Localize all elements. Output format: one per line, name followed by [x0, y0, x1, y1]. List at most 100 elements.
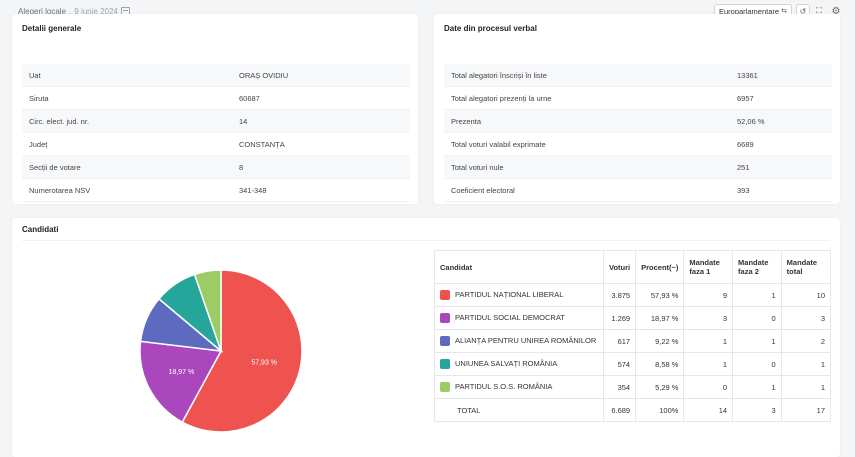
kv-key: Numerotarea NSV [29, 185, 91, 195]
general-details-title: Detalii generale [22, 24, 82, 33]
divider [22, 240, 830, 241]
party-color-swatch [440, 290, 450, 300]
gear-icon: ⚙ [831, 5, 841, 17]
cell-mt: 10 [780, 283, 832, 307]
cell-votes: 354 [602, 375, 637, 399]
candidate-name-wrap: PARTIDUL S.O.S. ROMÂNIA [440, 382, 598, 392]
cell-votes: 617 [602, 329, 637, 353]
header-mandates-phase2[interactable]: Mandate faza 2 [732, 250, 782, 284]
kv-row: Total alegatori prezenți la urne 6957 [444, 87, 832, 110]
swap-icon: ⇆ [781, 8, 787, 15]
breadcrumb-title: Alegeri locale [18, 7, 67, 16]
table-row[interactable]: PARTIDUL NAȚIONAL LIBERAL 3.875 57,93 % 9 1 1… [434, 283, 832, 307]
cell-m1: 0 [683, 375, 734, 399]
kv-key: Coeficient electoral [451, 185, 515, 195]
kv-row: Total voturi valabil exprimate 6689 [444, 133, 832, 156]
total-m2: 3 [732, 398, 782, 422]
cell-total-label: TOTAL [434, 398, 604, 422]
kv-value: 8 [239, 162, 244, 172]
kv-key: Secții de votare [29, 162, 81, 172]
table-row[interactable]: UNIUNEA SALVAȚI ROMÂNIA 574 8,58 % 1 0 1 [434, 352, 832, 376]
kv-value: 6957 [737, 93, 754, 103]
party-color-swatch [440, 336, 450, 346]
kv-key: Prezenta [451, 116, 482, 126]
verbal-process-card: Date din procesul verbal Total alegatori… [434, 14, 840, 204]
fullscreen-button[interactable]: ⛶ [812, 4, 826, 18]
table-row[interactable]: ALIANȚA PENTRU UNIREA ROMÂNILOR 617 9,22 %… [434, 329, 832, 353]
cell-mt: 3 [780, 306, 832, 330]
cell-m2: 1 [732, 283, 782, 307]
total-mt: 17 [780, 398, 832, 422]
cell-mt: 1 [780, 352, 832, 376]
total-row: TOTAL 6.689 100% 14 3 17 [434, 398, 832, 422]
cell-m1: 1 [683, 329, 734, 353]
kv-row: Total voturi nule 251 [444, 156, 832, 179]
kv-value: 60687 [239, 93, 260, 103]
table-row[interactable]: PARTIDUL S.O.S. ROMÂNIA 354 5,29 % 0 1 1 [434, 375, 832, 399]
kv-key: Circ. elect. jud. nr. [29, 116, 90, 126]
cell-percent: 9,22 % [635, 329, 685, 353]
party-color-swatch [440, 313, 450, 323]
kv-row: Siruta 60687 [22, 87, 410, 110]
candidate-name-wrap: ALIANȚA PENTRU UNIREA ROMÂNILOR [440, 336, 598, 346]
cell-candidate: PARTIDUL SOCIAL DEMOCRAT [434, 306, 604, 330]
kv-value: 341-348 [239, 185, 267, 195]
kv-value: 52,06 % [737, 116, 765, 126]
verbal-process-title: Date din procesul verbal [444, 24, 537, 33]
kv-value: 14 [239, 116, 248, 126]
cell-mt: 1 [780, 375, 832, 399]
kv-key: Județ [29, 139, 48, 149]
cell-percent: 57,93 % [635, 283, 685, 307]
kv-row: Județ CONSTANȚA [22, 133, 410, 156]
cell-m2: 0 [732, 306, 782, 330]
kv-row: Numerotarea NSV 341-348 [22, 179, 410, 202]
table-row[interactable]: PARTIDUL SOCIAL DEMOCRAT 1.269 18,97 % 3 0 3 [434, 306, 832, 330]
header-votes[interactable]: Voturi [602, 250, 637, 284]
cell-m1: 9 [683, 283, 734, 307]
header-candidate[interactable]: Candidat [434, 250, 604, 284]
pie-slice[interactable] [139, 340, 223, 424]
general-details-table: Uat ORAȘ OVIDIU Siruta 60687 Circ. elect. ju… [22, 64, 410, 202]
kv-value: 6689 [737, 139, 754, 149]
cell-m1: 3 [683, 306, 734, 330]
votes-pie-chart: 57,93 % 18,97 % [139, 269, 303, 433]
candidate-name-wrap: UNIUNEA SALVAȚI ROMÂNIA [440, 359, 598, 369]
kv-row: Uat ORAȘ OVIDIU [22, 64, 410, 87]
kv-key: Siruta [29, 93, 49, 103]
kv-key: Uat [29, 70, 41, 80]
kv-value: 13361 [737, 70, 758, 80]
cell-percent: 8,58 % [635, 352, 685, 376]
candidates-table-body: PARTIDUL NAȚIONAL LIBERAL 3.875 57,93 % 9 1 1… [434, 283, 832, 422]
pie-slice[interactable] [181, 269, 303, 433]
header-mandates-total[interactable]: Mandate total [780, 250, 832, 284]
party-color-swatch [440, 382, 450, 392]
total-m1: 14 [683, 398, 734, 422]
candidates-table: Candidat Voturi Procent(~) Mandate faza … [434, 250, 832, 422]
kv-row: Prezenta 52,06 % [444, 110, 832, 133]
kv-value: 251 [737, 162, 750, 172]
candidate-name: UNIUNEA SALVAȚI ROMÂNIA [455, 358, 558, 368]
pie-slice-label: 18,97 % [169, 369, 195, 376]
kv-row: Secții de votare 8 [22, 156, 410, 179]
cell-candidate: PARTIDUL S.O.S. ROMÂNIA [434, 375, 604, 399]
header-mandates-phase1[interactable]: Mandate faza 1 [683, 250, 734, 284]
settings-button[interactable]: ⚙ [830, 4, 842, 18]
total-label: TOTAL [457, 405, 481, 415]
party-color-swatch [440, 359, 450, 369]
fullscreen-icon: ⛶ [816, 6, 822, 15]
candidate-name-wrap: PARTIDUL NAȚIONAL LIBERAL [440, 290, 598, 300]
reset-icon: ↺ [799, 6, 807, 16]
cell-candidate: PARTIDUL NAȚIONAL LIBERAL [434, 283, 604, 307]
total-votes: 6.689 [602, 398, 637, 422]
cell-votes: 3.875 [602, 283, 637, 307]
candidate-name-wrap: PARTIDUL SOCIAL DEMOCRAT [440, 313, 598, 323]
header-percent[interactable]: Procent(~) [635, 250, 685, 284]
cell-mt: 2 [780, 329, 832, 353]
candidate-name: PARTIDUL S.O.S. ROMÂNIA [455, 381, 553, 391]
verbal-process-table: Total alegatori înscriși în liste 13361 To… [444, 64, 832, 202]
cell-m2: 1 [732, 375, 782, 399]
pie-slice[interactable] [193, 269, 222, 352]
cell-percent: 18,97 % [635, 306, 685, 330]
kv-key: Total voturi valabil exprimate [451, 139, 546, 149]
cell-votes: 1.269 [602, 306, 637, 330]
